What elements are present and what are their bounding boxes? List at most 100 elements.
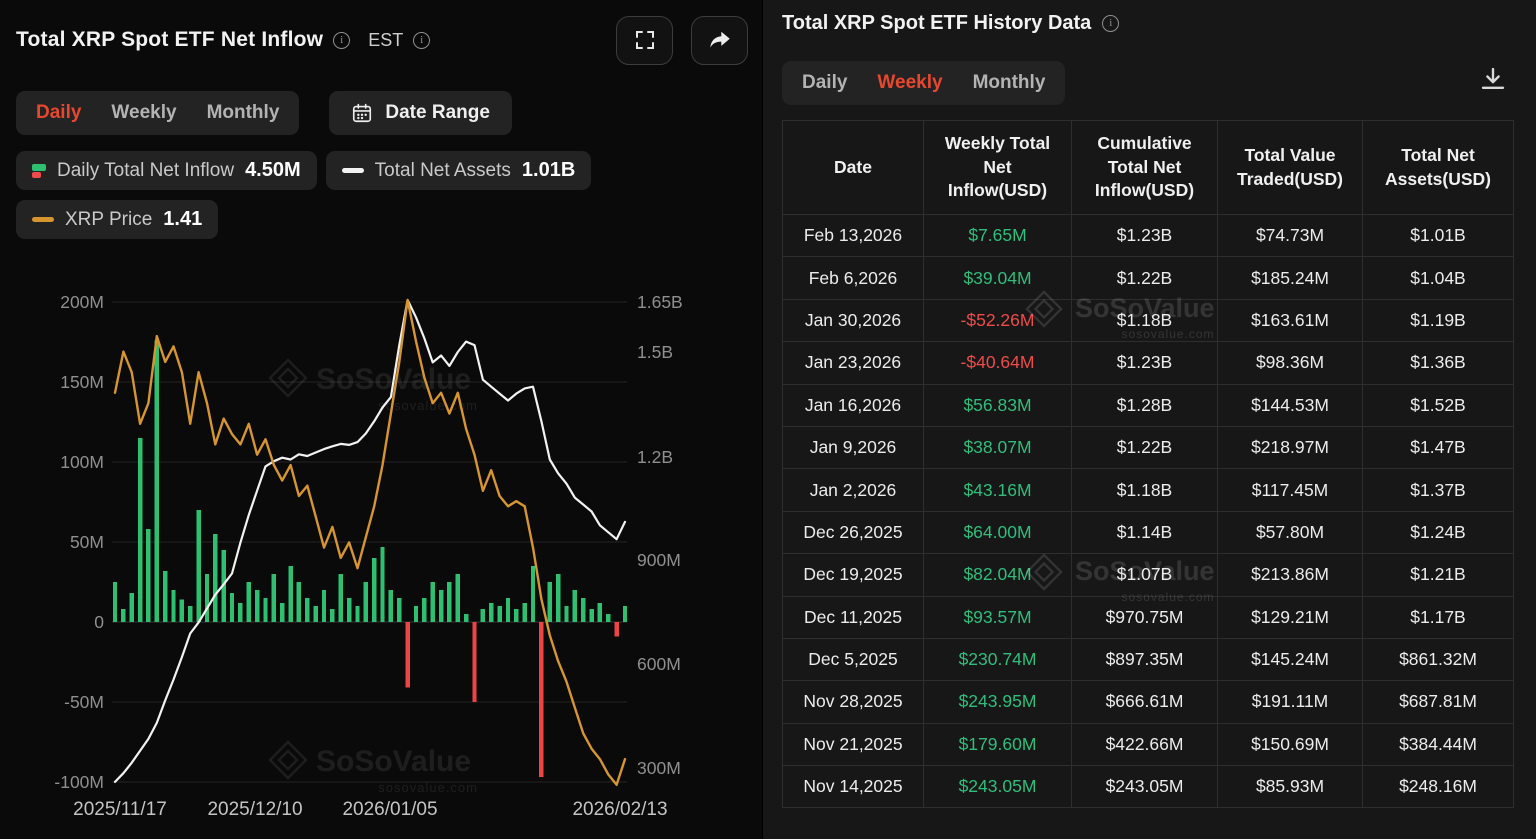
tab-weekly[interactable]: Weekly	[111, 102, 177, 123]
right-axis-labels: 1.65B 1.5B 1.2B 900M 600M 300M	[637, 292, 683, 778]
cell-cumulative-inflow: $1.14B	[1071, 510, 1218, 555]
info-icon[interactable]	[413, 31, 431, 49]
cell-net-assets: $1.47B	[1362, 425, 1514, 470]
cell-date: Nov 21,2025	[782, 722, 924, 767]
cell-value-traded: $213.86M	[1217, 553, 1363, 597]
tab-weekly[interactable]: Weekly	[877, 72, 943, 93]
cell-net-assets: $1.24B	[1362, 510, 1514, 555]
history-table: Date Weekly Total Net Inflow(USD) Cumulati…	[782, 120, 1514, 809]
cell-value-traded: $150.69M	[1217, 722, 1363, 767]
svg-text:1.5B: 1.5B	[637, 342, 673, 362]
cell-weekly-inflow: -$52.26M	[923, 298, 1072, 343]
cell-net-assets: $687.81M	[1362, 680, 1514, 724]
cell-cumulative-inflow: $666.61M	[1071, 680, 1218, 724]
table-row: Nov 28,2025 $243.95M $666.61M $191.11M $687.…	[782, 680, 1514, 724]
legend-label: Daily Total Net Inflow	[57, 159, 235, 181]
column-header: Cumulative Total Net Inflow(USD)	[1071, 120, 1218, 215]
cell-cumulative-inflow: $1.28B	[1071, 383, 1218, 427]
cell-date: Nov 28,2025	[782, 680, 924, 724]
legend-total-net-assets[interactable]: Total Net Assets 1.01B	[325, 151, 592, 190]
cell-cumulative-inflow: $1.23B	[1071, 341, 1218, 385]
tab-monthly[interactable]: Monthly	[972, 72, 1046, 93]
date-range-label: Date Range	[385, 102, 490, 123]
cell-value-traded: $218.97M	[1217, 425, 1363, 470]
table-row: Jan 9,2026 $38.07M $1.22B $218.97M $1.47B	[782, 425, 1514, 470]
cell-date: Dec 5,2025	[782, 637, 924, 682]
right-panel-header: Total XRP Spot ETF History Data	[782, 12, 1120, 35]
svg-text:900M: 900M	[637, 550, 681, 570]
cell-value-traded: $163.61M	[1217, 298, 1363, 343]
info-icon[interactable]	[333, 31, 351, 49]
timezone-label: EST	[368, 29, 404, 50]
cell-net-assets: $1.21B	[1362, 553, 1514, 597]
svg-text:2025/12/10: 2025/12/10	[207, 799, 302, 820]
cell-date: Jan 9,2026	[782, 425, 924, 470]
cell-net-assets: $1.19B	[1362, 298, 1514, 343]
chart-period-tabs: Daily Weekly Monthly	[16, 91, 300, 135]
svg-text:200M: 200M	[60, 292, 104, 312]
legend-xrp-price[interactable]: XRP Price 1.41	[16, 200, 219, 239]
left-panel-header: Total XRP Spot ETF Net Inflow EST	[16, 14, 748, 66]
inflow-bars	[112, 340, 628, 778]
tab-daily[interactable]: Daily	[36, 102, 82, 123]
share-button[interactable]	[691, 15, 748, 65]
column-header: Date	[782, 120, 924, 215]
date-range-button[interactable]: Date Range	[329, 91, 512, 135]
table-row: Feb 6,2026 $39.04M $1.22B $185.24M $1.04B	[782, 256, 1514, 300]
net-inflow-panel: Total XRP Spot ETF Net Inflow EST Daily …	[0, 0, 762, 839]
watermark: SoSoValue sosovalue.com	[268, 740, 478, 795]
svg-text:-50M: -50M	[64, 692, 104, 712]
cell-cumulative-inflow: $970.75M	[1071, 595, 1218, 639]
tab-monthly[interactable]: Monthly	[206, 102, 280, 123]
x-axis-labels: 2025/11/17 2025/12/10 2026/01/05 2026/02/13	[73, 799, 667, 820]
legend-label: Total Net Assets	[374, 159, 511, 181]
table-row: Dec 11,2025 $93.57M $970.75M $129.21M $1.17B	[782, 595, 1514, 639]
cell-net-assets: $861.32M	[1362, 637, 1514, 682]
cell-net-assets: $1.17B	[1362, 595, 1514, 639]
svg-text:600M: 600M	[637, 654, 681, 674]
calendar-icon	[353, 103, 372, 123]
cell-cumulative-inflow: $1.18B	[1071, 298, 1218, 343]
cell-date: Feb 6,2026	[782, 256, 924, 300]
cell-net-assets: $248.16M	[1362, 765, 1514, 809]
cell-net-assets: $1.37B	[1362, 468, 1514, 512]
price-line-icon	[32, 217, 54, 222]
cell-cumulative-inflow: $897.35M	[1071, 637, 1218, 682]
info-icon[interactable]	[1102, 15, 1120, 32]
cell-cumulative-inflow: $1.22B	[1071, 256, 1218, 300]
history-data-panel: Total XRP Spot ETF History Data Daily We…	[762, 0, 1536, 839]
svg-text:1.65B: 1.65B	[637, 292, 683, 312]
cell-date: Nov 14,2025	[782, 765, 924, 809]
cell-value-traded: $74.73M	[1217, 213, 1363, 258]
cell-weekly-inflow: $179.60M	[923, 722, 1072, 767]
cell-value-traded: $144.53M	[1217, 383, 1363, 427]
fullscreen-button[interactable]	[616, 15, 673, 65]
table-row: Dec 26,2025 $64.00M $1.14B $57.80M $1.24B	[782, 510, 1514, 555]
chart-legend-row-1: Daily Total Net Inflow 4.50M Total Net A…	[16, 151, 592, 190]
cell-cumulative-inflow: $1.23B	[1071, 213, 1218, 258]
cell-cumulative-inflow: $422.66M	[1071, 722, 1218, 767]
cell-value-traded: $191.11M	[1217, 680, 1363, 724]
cell-value-traded: $57.80M	[1217, 510, 1363, 555]
assets-line-icon	[341, 168, 364, 173]
svg-text:sosovalue.com: sosovalue.com	[378, 780, 478, 795]
cell-net-assets: $1.04B	[1362, 256, 1514, 300]
header-buttons	[616, 15, 748, 65]
tab-daily[interactable]: Daily	[802, 72, 848, 93]
column-header: Total Value Traded(USD)	[1217, 120, 1363, 215]
cell-date: Jan 23,2026	[782, 341, 924, 385]
cell-weekly-inflow: $230.74M	[923, 637, 1072, 682]
cell-date: Dec 26,2025	[782, 510, 924, 555]
cell-weekly-inflow: $243.05M	[923, 765, 1072, 809]
cell-cumulative-inflow: $1.22B	[1071, 425, 1218, 470]
history-title: Total XRP Spot ETF History Data	[782, 12, 1092, 34]
fullscreen-icon	[635, 31, 654, 49]
cell-date: Jan 30,2026	[782, 298, 924, 343]
legend-daily-net-inflow[interactable]: Daily Total Net Inflow 4.50M	[16, 151, 317, 190]
cell-net-assets: $1.01B	[1362, 213, 1514, 258]
cell-weekly-inflow: $39.04M	[923, 256, 1072, 300]
price-line	[113, 298, 627, 786]
table-row: Jan 23,2026 -$40.64M $1.23B $98.36M $1.36B	[782, 341, 1514, 385]
download-button[interactable]	[1478, 64, 1508, 97]
